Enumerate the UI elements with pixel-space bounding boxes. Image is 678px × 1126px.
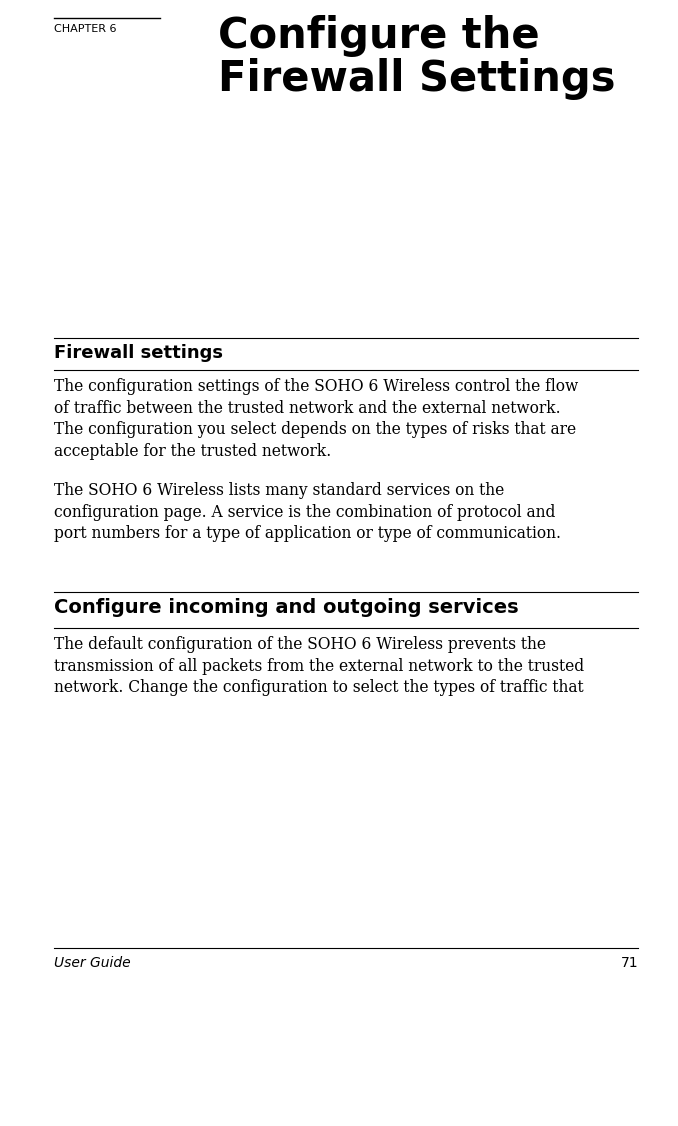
Text: The default configuration of the SOHO 6 Wireless prevents the
transmission of al: The default configuration of the SOHO 6 … <box>54 636 584 696</box>
Text: Configure the: Configure the <box>218 15 540 57</box>
Text: User Guide: User Guide <box>54 956 131 969</box>
Text: CHAPTER 6: CHAPTER 6 <box>54 24 117 34</box>
Text: Firewall settings: Firewall settings <box>54 345 223 361</box>
Text: Firewall Settings: Firewall Settings <box>218 59 616 100</box>
Text: The configuration settings of the SOHO 6 Wireless control the flow
of traffic be: The configuration settings of the SOHO 6… <box>54 378 578 459</box>
Text: Configure incoming and outgoing services: Configure incoming and outgoing services <box>54 598 519 617</box>
Text: 71: 71 <box>620 956 638 969</box>
Text: The SOHO 6 Wireless lists many standard services on the
configuration page. A se: The SOHO 6 Wireless lists many standard … <box>54 482 561 542</box>
